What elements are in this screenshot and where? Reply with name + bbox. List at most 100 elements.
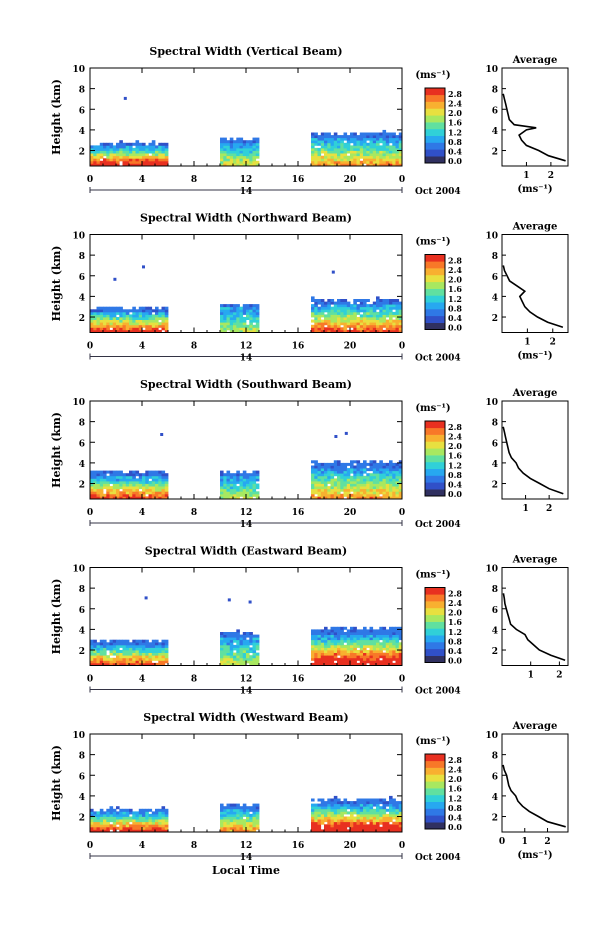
heatmap-cell	[129, 816, 133, 820]
heatmap-cell	[395, 324, 400, 328]
heatmap-cell	[317, 309, 322, 313]
heatmap-cell	[379, 798, 383, 802]
heatmap-cell	[350, 642, 354, 646]
heatmap-cell	[96, 306, 101, 310]
heatmap-cell	[379, 632, 383, 635]
heatmap-cell	[106, 160, 110, 164]
heatmap-cell	[233, 327, 237, 331]
heatmap-cell	[109, 660, 114, 664]
heatmap-cell	[353, 468, 357, 472]
heatmap-cell	[395, 650, 400, 653]
heatmap-cell	[246, 160, 250, 164]
heatmap-cell	[246, 327, 250, 331]
heatmap-cell	[340, 824, 344, 828]
heatmap-cell	[229, 163, 234, 167]
heatmap-cell	[125, 813, 130, 817]
heatmap-cell	[122, 813, 127, 817]
heatmap-cell	[239, 819, 244, 823]
heatmap-cell	[109, 816, 114, 820]
heatmap-cell	[340, 662, 344, 666]
heatmap-cell	[333, 629, 338, 633]
heatmap-cell	[161, 824, 166, 828]
heatmap-cell	[333, 652, 338, 656]
heatmap-cell	[96, 811, 101, 815]
heatmap-cell	[103, 150, 107, 154]
heatmap-cell	[161, 309, 166, 313]
heatmap-cell	[398, 816, 403, 820]
isolated-point	[160, 433, 164, 436]
colorbar-swatch	[425, 88, 445, 96]
heatmap-cell	[220, 821, 224, 825]
heatmap-cell	[376, 296, 380, 300]
heatmap-cell	[246, 153, 250, 157]
heatmap-cell	[103, 662, 107, 666]
heatmap-cell	[317, 465, 322, 469]
heatmap-cell	[125, 314, 130, 318]
heatmap-cell	[255, 153, 260, 157]
heatmap-cell	[239, 486, 244, 490]
heatmap-cells	[90, 596, 403, 666]
heatmap-cell	[359, 163, 364, 167]
heatmap-cell	[343, 147, 348, 151]
heatmap-cell	[129, 647, 133, 651]
heatmap-cell	[116, 322, 120, 326]
heatmap-cell	[372, 319, 377, 323]
heatmap-cell	[337, 140, 341, 144]
heatmap-cell	[327, 142, 331, 146]
heatmap-cell	[125, 309, 130, 313]
heatmap-cell	[343, 824, 348, 828]
heatmap-cell	[389, 491, 393, 495]
heatmap-cell	[109, 826, 114, 830]
heatmap-cell	[106, 662, 110, 666]
heatmap-cell	[382, 657, 387, 661]
heatmap-cell	[385, 473, 390, 477]
heatmap-cell	[320, 147, 325, 151]
heatmap-cell	[356, 639, 361, 643]
heatmap-cell	[138, 317, 143, 320]
heatmap-cell	[145, 811, 149, 815]
heatmap-cell	[145, 657, 149, 661]
heatmap-cell	[96, 147, 101, 151]
heatmap-cell	[129, 147, 133, 151]
heatmap-cell	[382, 311, 387, 315]
heatmap-cell	[337, 322, 341, 326]
heatmap-cell	[311, 655, 315, 659]
heatmap-cell	[333, 496, 338, 500]
heatmap-cell	[320, 642, 325, 646]
heatmap-cell	[389, 155, 393, 159]
heatmap-cell	[125, 473, 130, 477]
heatmap-cell	[161, 319, 166, 323]
heatmap-cell	[311, 145, 315, 149]
heatmap-cell	[356, 655, 361, 659]
heatmap-cell	[242, 140, 247, 144]
heatmap-cell	[129, 829, 133, 833]
heatmap-cell	[233, 319, 237, 323]
heatmap-cell	[220, 816, 224, 820]
heatmap-cell	[116, 644, 120, 648]
heatmap-cell	[372, 819, 377, 823]
heatmap-cell	[333, 317, 338, 320]
heatmap-cell	[343, 462, 348, 466]
heatmap-cell	[148, 813, 153, 817]
heatmap-cell	[398, 145, 403, 149]
heatmap-cell	[398, 634, 403, 638]
heatmap-cell	[138, 652, 143, 656]
y-axis-label: Height (km)	[50, 246, 63, 322]
heatmap-cell	[330, 655, 335, 659]
heatmap-cell	[340, 486, 344, 490]
heatmap-cell	[356, 488, 361, 492]
heatmap-cell	[96, 309, 101, 313]
heatmap-cell	[324, 158, 328, 162]
heatmap-cell	[112, 660, 117, 664]
heatmap-cell	[116, 642, 120, 646]
heatmap-cell	[317, 470, 322, 474]
heatmap-cell	[311, 808, 315, 812]
heatmap-cell	[148, 311, 153, 315]
heatmap-cell	[242, 163, 247, 167]
heatmap-cell	[155, 311, 159, 315]
heatmap-cell	[398, 803, 403, 807]
heatmap-cell	[395, 483, 400, 487]
heatmap-cell	[90, 329, 94, 333]
heatmap-cell	[382, 132, 387, 136]
